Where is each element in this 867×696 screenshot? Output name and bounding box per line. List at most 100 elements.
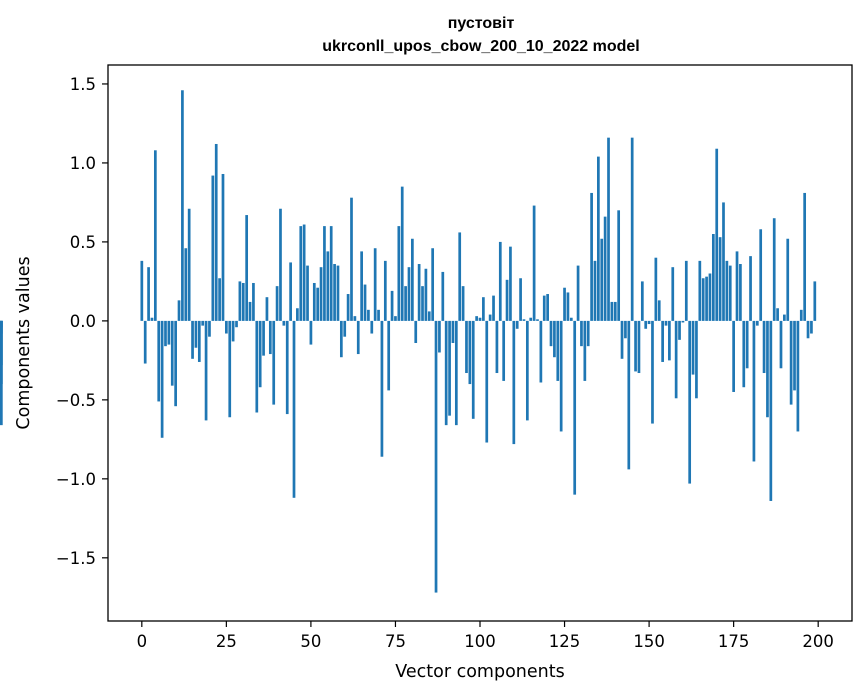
bar-125 [563,287,566,321]
bar-193 [793,320,796,391]
bar-89 [441,271,445,321]
bar-122 [553,320,556,358]
bar-46 [296,308,299,321]
bar-126 [566,292,570,321]
bar-114 [525,320,529,421]
bar-18 [201,320,205,326]
bar-127 [569,317,573,321]
bar-99 [475,316,478,321]
bar-83 [421,286,424,321]
bar-82 [417,264,421,321]
bar-90 [444,320,448,426]
bar-133 [590,192,593,321]
bar-168 [708,273,712,321]
bar-23 [218,278,221,321]
bar-144 [627,320,631,470]
bar-44 [289,262,292,321]
bar-41 [279,208,282,321]
bar-66 [363,284,367,321]
bar-112 [519,278,522,321]
bar-59 [339,320,343,358]
bar-180 [749,256,752,321]
bar-series [0,90,817,593]
bar-62 [350,197,353,321]
bar-54 [323,226,326,321]
bar-110 [512,320,516,445]
bar-25 [225,320,228,334]
bar-108 [505,279,509,321]
bar-75 [394,316,397,321]
bar-11 [177,300,181,321]
bar-30 [241,282,245,321]
bar-21 [211,175,215,321]
bar-47 [299,226,303,321]
bar-188 [776,308,779,321]
bar-147 [637,320,641,374]
bar-155 [664,320,668,326]
bar-24 [221,173,225,321]
bar-73 [387,320,391,391]
bar-138 [607,137,610,321]
bar-39 [272,320,276,405]
bar-58 [336,265,340,321]
bar-50 [309,320,313,345]
bar-29 [238,281,242,321]
bar-88 [438,320,441,353]
y-axis-label: Components values [14,256,34,429]
plot-frame [107,64,853,622]
bar-26 [228,320,232,418]
bar-116 [532,205,536,321]
bar-129 [576,265,580,321]
bar-97 [468,320,472,385]
bar-139 [610,301,614,321]
y-tick-label: 0.0 [70,312,96,331]
bar-0 [140,260,144,321]
bar-166 [701,278,705,321]
bar-134 [593,260,597,321]
bar-178 [742,320,746,388]
bar-137 [603,216,607,321]
bar-78 [404,286,407,321]
x-tick-label: 100 [464,632,496,651]
bar-93 [454,320,458,426]
bar-64 [356,320,360,355]
bar-95 [461,286,465,321]
bar-105 [495,320,499,374]
bar-175 [732,320,735,392]
x-tick-label: 175 [718,632,750,651]
bar-109 [509,246,512,321]
bar-132 [586,320,590,347]
x-tick-label: 25 [216,632,237,651]
bar-165 [698,260,702,321]
bar-45 [292,320,296,498]
bar-38 [268,320,272,355]
bar-135 [597,156,600,321]
bar-15 [191,320,194,359]
bar-163 [691,320,695,375]
bar-154 [661,320,664,362]
x-tick-label: 50 [300,632,321,651]
bar-8 [167,320,171,345]
bar-19 [204,320,208,421]
bar-22 [214,143,218,321]
bar-173 [725,260,729,321]
bar-16 [194,320,198,348]
bar-189 [779,320,783,369]
bar-1 [143,320,147,364]
bar-111 [515,320,519,329]
chart-title: пустовіт [448,15,515,32]
y-tick-label: −1.0 [56,470,96,489]
bar-85 [427,311,431,321]
bar-33 [252,282,255,321]
bar-185 [766,320,769,418]
y-tick-label: −0.5 [56,391,96,410]
bar-32 [248,301,252,321]
bar-187 [772,218,776,321]
bar-undefined [0,320,3,426]
bar-128 [573,320,577,495]
bar-124 [559,320,563,432]
y-tick-label: 0.5 [70,233,96,252]
bar-198 [810,320,813,334]
bar-194 [796,320,800,432]
